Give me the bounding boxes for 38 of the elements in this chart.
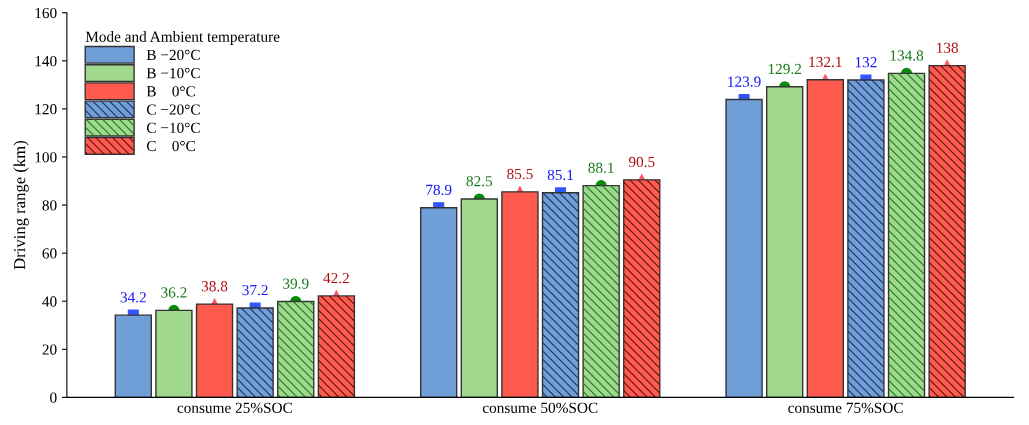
y-tick-label: 0 <box>50 392 57 403</box>
data-label: 90.5 <box>628 156 655 168</box>
y-tick-label: 20 <box>42 344 57 355</box>
data-label: 78.9 <box>426 184 452 196</box>
x-tick-label: consume 25%SOC <box>177 402 292 414</box>
data-label: 38.8 <box>201 281 228 292</box>
data-label: 85.5 <box>507 168 533 180</box>
data-label: 37.2 <box>242 284 268 296</box>
data-label: 138 <box>937 42 959 53</box>
data-label: 88.1 <box>588 162 614 173</box>
y-axis-title: Driving range (km) <box>13 141 29 270</box>
data-label: 82.5 <box>466 176 493 187</box>
data-label: 134.8 <box>890 50 924 61</box>
y-tick-label: 80 <box>42 200 57 211</box>
data-label: 42.2 <box>323 272 349 284</box>
data-label: 85.1 <box>547 169 573 181</box>
data-label: 129.2 <box>768 63 802 75</box>
data-label: 36.2 <box>161 287 187 298</box>
legend-label: B 0°C <box>146 86 195 97</box>
x-tick-label: consume 50%SOC <box>482 402 598 414</box>
data-label: 132 <box>855 57 877 68</box>
y-tick-label: 160 <box>35 7 57 19</box>
legend-label: B −10°C <box>146 67 200 79</box>
y-tick-label: 40 <box>42 296 57 307</box>
data-label: 39.9 <box>283 278 309 289</box>
legend-label: C −20°C <box>146 104 200 115</box>
x-tick-label: consume 75%SOC <box>788 402 903 414</box>
legend-label: B −20°C <box>146 49 200 61</box>
y-tick-label: 60 <box>42 248 57 259</box>
data-label: 132.1 <box>809 56 842 68</box>
legend-label: C 0°C <box>146 140 195 152</box>
data-label: 123.9 <box>728 76 761 87</box>
legend-title: Mode and Ambient temperature <box>85 31 280 45</box>
y-tick-label: 100 <box>35 152 57 163</box>
y-tick-label: 120 <box>35 104 57 115</box>
legend-label: C −10°C <box>146 122 200 133</box>
y-tick-label: 140 <box>35 55 57 67</box>
data-label: 34.2 <box>120 292 146 303</box>
